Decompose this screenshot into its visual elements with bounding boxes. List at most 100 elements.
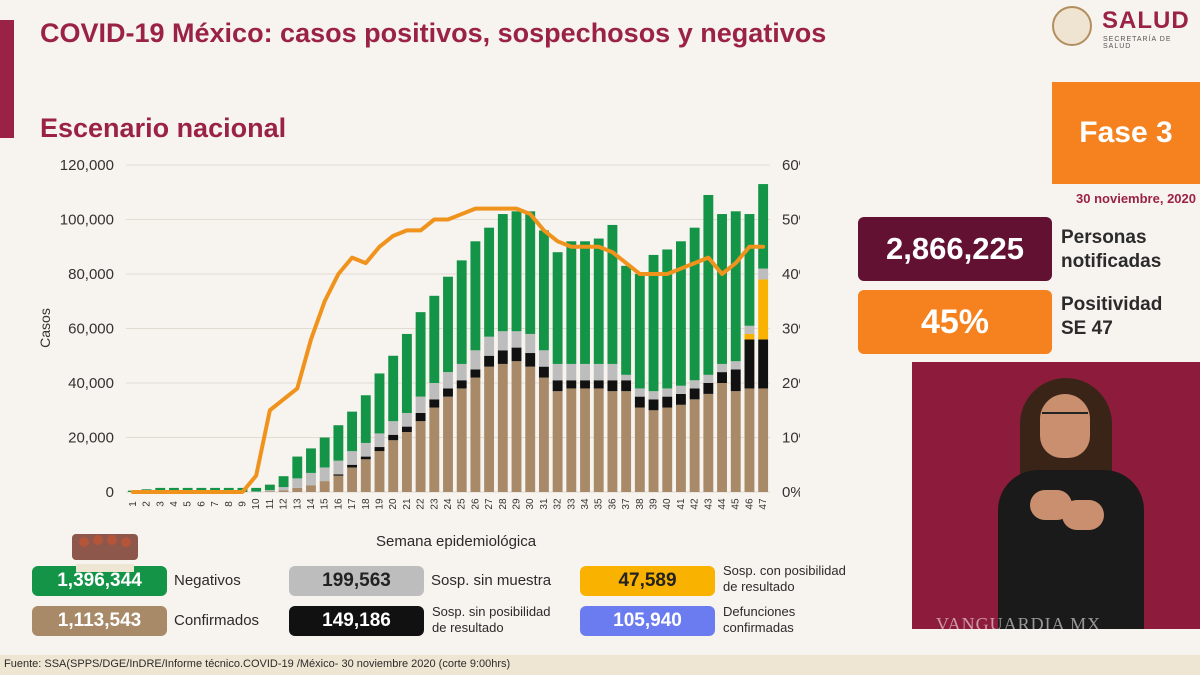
notified-label-1: Personas xyxy=(1061,227,1147,248)
y2-tick-label: 30% xyxy=(782,321,800,338)
bar-segment xyxy=(401,333,412,413)
bar-segment xyxy=(580,241,590,364)
x-tick-label: 13 xyxy=(292,498,303,510)
bar-segment xyxy=(497,214,508,332)
x-tick-label: 2 xyxy=(142,501,153,507)
y-tick-label: 40,000 xyxy=(68,375,114,392)
bar-segment xyxy=(374,451,385,492)
y2-tick-label: 60% xyxy=(782,157,800,174)
x-tick-label: 45 xyxy=(731,498,742,510)
bar-segment xyxy=(717,214,727,364)
bar-segment xyxy=(374,433,385,448)
bar-segment xyxy=(443,276,453,373)
x-tick-label: 38 xyxy=(635,498,646,510)
bar-segment xyxy=(511,211,522,332)
bar-segment xyxy=(676,385,686,394)
bar-segment xyxy=(374,373,385,434)
bar-segment xyxy=(648,391,659,400)
bar-segment xyxy=(552,391,563,492)
deaths-label-1: Defunciones xyxy=(723,604,796,619)
bar-segment xyxy=(278,487,289,491)
sosp-no-sample-pill: 199,563 xyxy=(289,566,424,596)
bar-segment xyxy=(607,224,618,364)
bar-segment xyxy=(607,363,618,381)
x-tick-label: 12 xyxy=(279,498,290,510)
x-tick-label: 29 xyxy=(512,498,523,510)
bar-segment xyxy=(264,484,275,491)
bar-segment xyxy=(401,412,412,427)
bar-segment xyxy=(347,464,358,468)
x-tick-label: 26 xyxy=(470,498,481,510)
bar-segment xyxy=(662,396,673,408)
x-tick-label: 31 xyxy=(539,498,550,510)
bar-segment xyxy=(730,391,741,492)
bar-segment xyxy=(538,350,549,367)
bar-segment xyxy=(306,485,316,492)
bar-segment xyxy=(511,347,522,362)
bar-segment xyxy=(511,331,522,348)
bar-segment xyxy=(443,396,453,492)
y2-tick-label: 40% xyxy=(782,266,800,283)
bar-segment xyxy=(388,440,399,492)
x-tick-label: 7 xyxy=(210,501,221,507)
bar-segment xyxy=(621,391,632,492)
x-tick-label: 34 xyxy=(580,498,591,510)
bar-segment xyxy=(593,363,604,381)
bar-segment xyxy=(621,380,632,392)
sosp-no-result-pill: 149,186 xyxy=(289,606,424,636)
bar-segment xyxy=(251,491,262,492)
x-tick-label: 25 xyxy=(457,498,468,510)
bar-segment xyxy=(566,241,577,364)
sosp-with-result-label-2: de resultado xyxy=(723,579,795,594)
bar-segment xyxy=(662,407,673,492)
x-tick-label: 9 xyxy=(237,501,248,507)
bar-segment xyxy=(292,456,303,479)
bar-segment xyxy=(580,388,590,492)
x-tick-label: 41 xyxy=(676,498,687,510)
x-tick-label: 22 xyxy=(416,498,427,510)
bar-segment xyxy=(717,372,727,383)
bar-segment xyxy=(580,363,590,381)
bar-segment xyxy=(292,478,303,488)
negatives-label: Negativos xyxy=(174,572,241,589)
chart-subtitle: Escenario nacional xyxy=(40,113,287,143)
x-tick-label: 47 xyxy=(758,498,769,510)
x-tick-label: 10 xyxy=(251,498,262,510)
x-tick-label: 40 xyxy=(662,498,673,510)
bar-segment xyxy=(593,380,604,389)
bar-segment xyxy=(662,249,673,389)
bar-segment xyxy=(566,363,577,381)
sosp-no-result-label-2: de resultado xyxy=(432,620,504,635)
y2-tick-label: 50% xyxy=(782,212,800,229)
x-tick-label: 30 xyxy=(525,498,536,510)
bar-segment xyxy=(566,380,577,389)
x-tick-label: 8 xyxy=(224,501,235,507)
x-tick-label: 43 xyxy=(703,498,714,510)
bar-segment xyxy=(703,194,714,375)
bar-segment xyxy=(552,380,563,392)
bar-segment xyxy=(360,459,371,492)
bar-segment xyxy=(470,350,481,370)
bar-segment xyxy=(538,230,549,351)
x-tick-label: 5 xyxy=(183,501,194,507)
bar-segment xyxy=(689,399,700,492)
bar-segment xyxy=(347,451,358,465)
bar-segment xyxy=(593,238,604,364)
bar-segment xyxy=(456,388,467,492)
bar-segment xyxy=(415,312,426,397)
y2-tick-label: 0% xyxy=(782,484,800,501)
bar-segment xyxy=(717,363,727,373)
bar-segment xyxy=(648,254,659,392)
x-tick-label: 39 xyxy=(649,498,660,510)
bar-segment xyxy=(374,447,385,452)
y-tick-label: 120,000 xyxy=(60,157,114,174)
x-tick-label: 15 xyxy=(320,498,331,510)
x-tick-label: 36 xyxy=(607,498,618,510)
notified-count: 2,866,225 xyxy=(858,217,1052,281)
salud-logo: SALUD SECRETARÍA DE SALUD xyxy=(1050,4,1200,50)
bar-segment xyxy=(401,426,412,433)
bar-segment xyxy=(223,487,234,492)
x-tick-label: 21 xyxy=(402,498,413,510)
sosp-with-result-label-1: Sosp. con posibilidad xyxy=(723,563,846,578)
bar-segment xyxy=(648,399,659,411)
